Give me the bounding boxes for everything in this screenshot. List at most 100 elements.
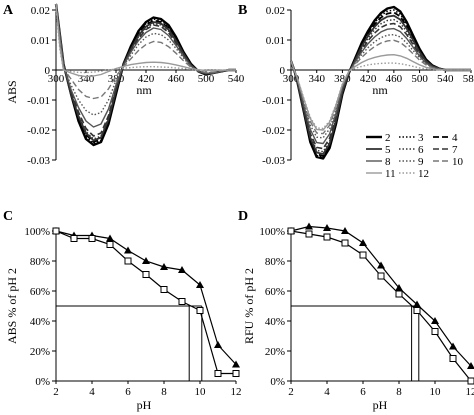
x-tick-label: 300 xyxy=(48,73,65,85)
y-tick-label: 0.01 xyxy=(266,35,285,47)
legend-label-ph-9: 9 xyxy=(418,156,424,168)
y-tick-label: 80% xyxy=(265,256,285,268)
panel-label-c: C xyxy=(3,209,13,224)
data-point-square xyxy=(142,271,150,278)
legend-label-ph-6: 6 xyxy=(418,144,424,156)
legend-label-ph-12: 12 xyxy=(418,168,429,180)
data-point-triangle xyxy=(377,261,385,269)
x-tick-label: 340 xyxy=(308,73,325,85)
x-tick-label: 4 xyxy=(89,386,95,398)
data-point-square xyxy=(467,377,474,385)
data-point-triangle xyxy=(160,263,168,270)
x-tick-label: 10 xyxy=(430,386,442,398)
y-tick-label: 20% xyxy=(265,346,285,358)
x-tick-label: 8 xyxy=(396,386,402,398)
data-point-triangle xyxy=(449,342,457,350)
x-tick-label: 540 xyxy=(228,73,245,85)
x-axis-label: nm xyxy=(372,83,388,97)
y-tick-label: 40% xyxy=(30,316,50,328)
x-tick-label: 10 xyxy=(195,386,207,398)
legend-label-ph-7: 7 xyxy=(452,144,458,156)
data-point-triangle xyxy=(431,317,439,324)
data-point-triangle xyxy=(196,281,204,288)
data-point-square xyxy=(196,307,204,314)
y-tick-label: 60% xyxy=(30,286,50,298)
data-point-square xyxy=(106,241,114,248)
data-point-square xyxy=(395,290,403,298)
y-tick-label: -0.01 xyxy=(27,95,50,107)
data-point-square xyxy=(214,370,222,377)
data-point-square xyxy=(413,307,421,314)
legend-label-ph-11: 11 xyxy=(385,168,396,180)
y-tick-label: -0.03 xyxy=(262,155,285,167)
x-tick-label: 540 xyxy=(437,73,454,85)
y-tick-label: 100% xyxy=(24,226,50,238)
series-line-ph-10 xyxy=(55,3,236,100)
data-point-square xyxy=(178,298,186,305)
y-axis-label: ABS xyxy=(5,80,19,103)
data-point-triangle xyxy=(341,227,349,234)
data-point-square xyxy=(70,235,78,242)
x-tick-label: 420 xyxy=(138,73,155,85)
x-tick-label: 460 xyxy=(386,73,403,85)
y-tick-label: 0 xyxy=(280,65,286,77)
x-tick-label: 500 xyxy=(411,73,428,85)
panel-label-d: D xyxy=(238,209,248,224)
x-axis-label: nm xyxy=(136,83,152,97)
y-tick-label: -0.02 xyxy=(262,125,285,137)
series-line-ph-9 xyxy=(290,33,471,139)
chart-c-abs-percent-vs-ph: 0% 20% 40% 60% 80% 100% 2 4 6 8 10 12 pH ABS % of pH … xyxy=(5,226,242,412)
series-line-ph-12 xyxy=(290,60,471,130)
legend-label-ph-8: 8 xyxy=(385,156,391,168)
data-point-square xyxy=(124,257,132,265)
y-axis-label: RFU % of pH 2 xyxy=(242,268,256,344)
data-point-square xyxy=(287,227,295,235)
series-line-ph-7 xyxy=(290,22,471,150)
y-tick-label: 0.01 xyxy=(31,35,50,47)
data-point-triangle xyxy=(232,360,240,368)
y-tick-label: -0.02 xyxy=(27,125,50,137)
legend-label-ph-4: 4 xyxy=(452,132,458,144)
data-point-triangle xyxy=(142,257,150,264)
data-point-square xyxy=(377,272,385,280)
x-tick-label: 12 xyxy=(231,386,242,398)
y-tick-label: -0.01 xyxy=(262,95,285,107)
x-tick-label: 6 xyxy=(360,386,366,398)
data-point-triangle xyxy=(323,224,331,231)
y-tick-label: 0.02 xyxy=(31,5,50,17)
data-point-triangle xyxy=(413,300,421,308)
data-point-square xyxy=(359,251,367,259)
data-point-triangle xyxy=(305,222,313,230)
chart-d-rfu-percent-vs-ph: 0% 20% 40% 60% 80% 100% 2 4 6 8 10 12 pH RFU % of pH … xyxy=(242,222,474,412)
y-tick-label: 0% xyxy=(35,376,50,388)
y-tick-label: 40% xyxy=(265,316,285,328)
y-tick-label: 60% xyxy=(265,286,285,298)
y-tick-label: 100% xyxy=(259,226,285,238)
y-tick-label: 0.02 xyxy=(266,5,285,17)
data-point-triangle xyxy=(214,341,222,348)
data-point-triangle xyxy=(178,266,186,273)
data-point-square xyxy=(323,233,331,241)
data-point-square xyxy=(305,230,313,238)
data-point-triangle xyxy=(467,362,474,369)
y-tick-label: 80% xyxy=(30,256,50,268)
x-tick-label: 6 xyxy=(125,386,131,398)
series-line-ph-6 xyxy=(55,3,236,140)
data-point-triangle xyxy=(359,239,367,246)
x-tick-label: 2 xyxy=(53,386,59,398)
x-axis-label: pH xyxy=(373,398,388,412)
x-tick-label: 500 xyxy=(198,73,215,85)
x-tick-label: 8 xyxy=(161,386,167,398)
data-point-triangle xyxy=(124,246,132,254)
x-tick-label: 340 xyxy=(78,73,95,85)
y-tick-label: -0.03 xyxy=(27,155,50,167)
legend: 2 3 4 5 6 7 8 9 10 11 12 xyxy=(366,132,464,180)
y-tick-label: 0 xyxy=(45,65,51,77)
panel-label-b: B xyxy=(238,3,247,18)
data-point-square xyxy=(449,355,457,362)
x-tick-label: 2 xyxy=(288,386,294,398)
panel-label-a: A xyxy=(3,3,14,18)
